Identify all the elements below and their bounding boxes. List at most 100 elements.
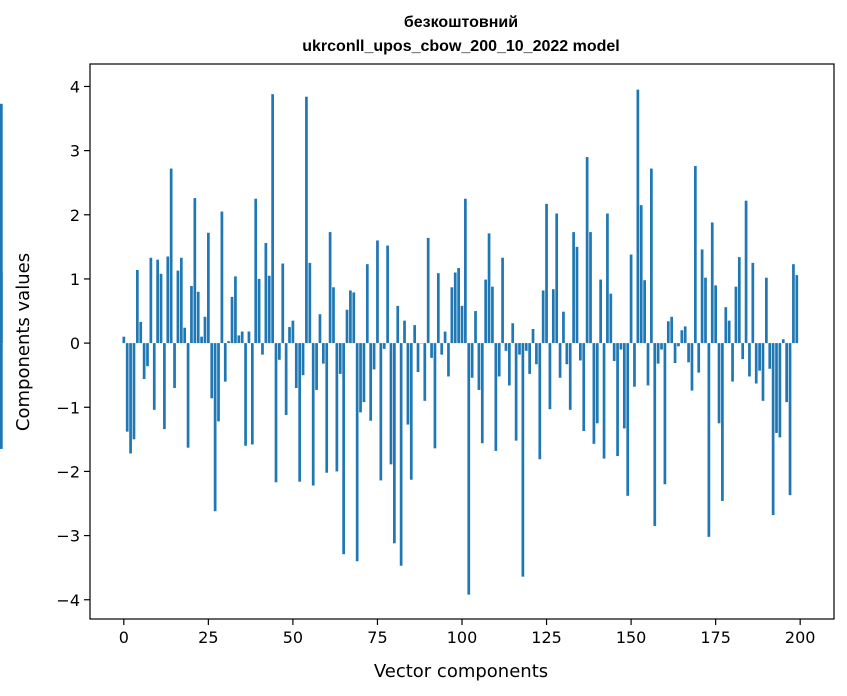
bar-108 xyxy=(487,233,491,344)
x-tick-label: 100 xyxy=(447,628,478,647)
bar-179 xyxy=(727,320,731,344)
bar-19 xyxy=(186,343,190,448)
bar-155 xyxy=(646,343,650,386)
bar-89 xyxy=(423,343,427,401)
bar-97 xyxy=(450,287,454,344)
bar-103 xyxy=(470,343,474,378)
x-tick-label: 125 xyxy=(531,628,562,647)
bar-118 xyxy=(521,343,525,577)
bar-130 xyxy=(562,311,565,344)
bar-196 xyxy=(785,343,789,403)
bar-110 xyxy=(494,343,498,451)
bar-22 xyxy=(196,291,200,344)
bar-74 xyxy=(372,343,376,370)
bar-162 xyxy=(670,316,674,344)
bar-161 xyxy=(666,321,670,344)
bar-12 xyxy=(163,343,166,430)
y-tick-label: −3 xyxy=(56,527,80,546)
bar-1 xyxy=(125,343,129,432)
bar-48 xyxy=(284,343,288,415)
bar-166 xyxy=(683,326,687,344)
bar-193 xyxy=(775,343,778,433)
bar-176 xyxy=(717,343,721,424)
bar-140 xyxy=(595,343,599,424)
bar-93 xyxy=(436,273,440,344)
bar-8 xyxy=(149,257,153,344)
bar-104 xyxy=(474,311,477,344)
bar-147 xyxy=(619,343,623,350)
bar-142 xyxy=(602,343,606,459)
y-tick-label: 0 xyxy=(70,334,80,353)
bar-56 xyxy=(311,343,315,486)
bar-50 xyxy=(291,320,295,344)
bar-131 xyxy=(565,343,569,365)
bar-77 xyxy=(382,343,386,349)
bar-150 xyxy=(629,254,633,344)
y-tick-label: 1 xyxy=(70,270,80,289)
bar-159 xyxy=(660,343,663,350)
bar-80 xyxy=(393,343,396,544)
bar-62 xyxy=(332,287,335,344)
x-tick-label: 200 xyxy=(785,628,816,647)
bar-143 xyxy=(606,213,609,344)
bar-171 xyxy=(700,249,704,344)
bar-199 xyxy=(795,275,799,344)
bar-113 xyxy=(504,343,508,351)
bar-23 xyxy=(200,336,203,344)
bar-82 xyxy=(399,343,403,566)
bar-95 xyxy=(443,331,447,344)
bar-195 xyxy=(781,339,785,344)
bar-68 xyxy=(352,292,356,344)
bar-57 xyxy=(315,343,318,390)
bar-94 xyxy=(440,343,444,355)
bar-59 xyxy=(321,343,325,364)
bar-198 xyxy=(792,264,795,344)
bar-61 xyxy=(328,232,332,344)
bar-183 xyxy=(741,343,745,360)
bar-138 xyxy=(589,232,592,344)
bar-87 xyxy=(416,343,420,372)
bar-129 xyxy=(558,343,562,378)
bar-81 xyxy=(396,305,400,344)
bar-194 xyxy=(778,343,782,438)
bar-139 xyxy=(592,343,596,444)
bar-5 xyxy=(139,321,143,344)
bar-39 xyxy=(254,198,258,344)
bar-172 xyxy=(704,277,707,344)
bar-182 xyxy=(737,257,741,344)
bar-120 xyxy=(528,343,531,374)
bar-114 xyxy=(507,343,511,386)
bar-0 xyxy=(122,336,126,344)
bar-27 xyxy=(213,343,217,512)
bar-64 xyxy=(338,343,342,374)
bar-54 xyxy=(305,96,308,344)
bar-20 xyxy=(190,286,193,344)
bar-117 xyxy=(518,343,521,355)
bar-188 xyxy=(758,343,761,371)
bar-169 xyxy=(693,166,697,344)
bar-10 xyxy=(156,259,159,344)
bar-185 xyxy=(748,343,751,377)
bar-109 xyxy=(491,286,494,344)
bar-177 xyxy=(721,343,724,501)
bar-128 xyxy=(555,213,559,344)
bar-26 xyxy=(210,343,214,399)
bar-119 xyxy=(524,343,528,351)
bar-32 xyxy=(230,296,234,344)
bar-43 xyxy=(267,275,271,344)
x-tick-label: 175 xyxy=(700,628,731,647)
bar-126 xyxy=(548,343,552,410)
bar-122 xyxy=(535,343,538,365)
bar-189 xyxy=(761,343,765,401)
x-tick-label: 0 xyxy=(119,628,129,647)
y-tick-label: −1 xyxy=(56,398,80,417)
bar-17 xyxy=(179,257,183,344)
bar-36 xyxy=(244,343,247,446)
bar-158 xyxy=(656,343,660,364)
bar-157 xyxy=(653,343,657,526)
bar-9 xyxy=(152,343,156,410)
bar-67 xyxy=(349,290,352,344)
bar-91 xyxy=(430,343,433,358)
chart-subtitle: ukrconll_upos_cbow_200_10_2022 model xyxy=(302,38,619,55)
